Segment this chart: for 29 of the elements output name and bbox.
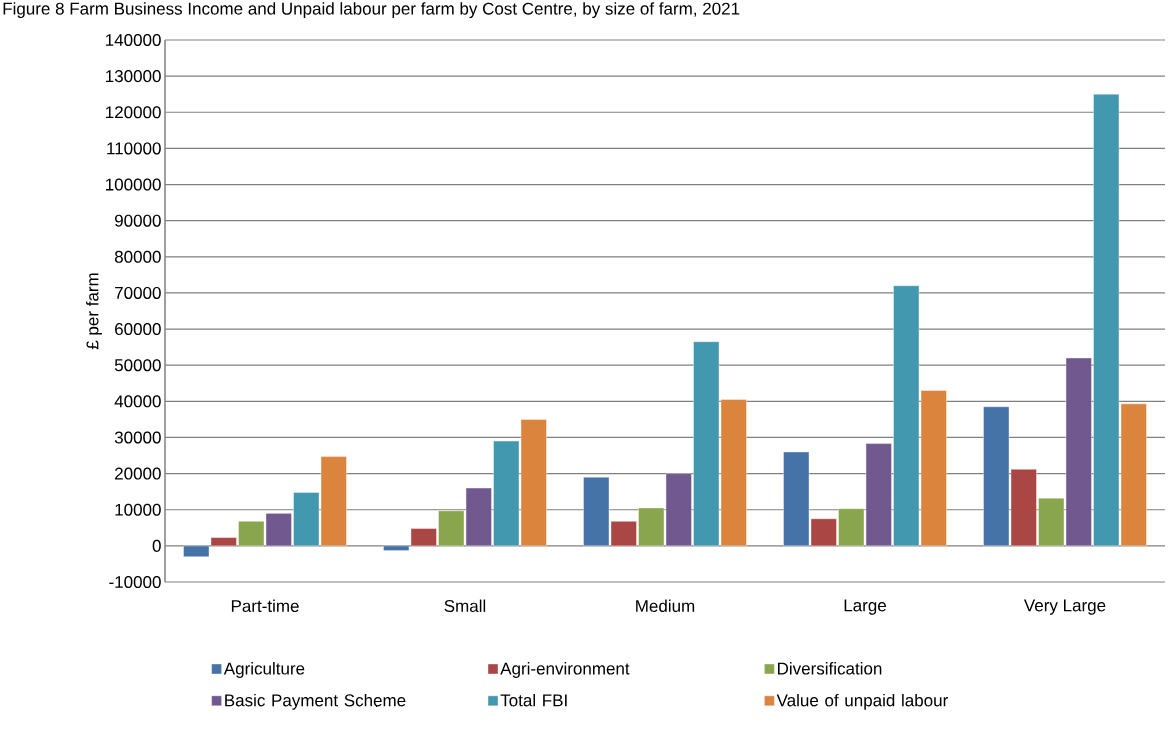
y-axis-title: £ per farm bbox=[86, 273, 102, 350]
legend-label: Diversification bbox=[777, 662, 882, 675]
x-tick-label: Small bbox=[444, 599, 486, 613]
y-tick-label: 130000 bbox=[106, 70, 161, 83]
y-tick-label: 50000 bbox=[114, 359, 161, 372]
y-tick-label: 80000 bbox=[114, 250, 161, 263]
x-tick-label: Medium bbox=[636, 599, 695, 613]
x-tick-label: Very Large bbox=[1023, 599, 1106, 615]
y-tick-label: -10000 bbox=[109, 575, 161, 589]
y-tick-label: 0 bbox=[152, 539, 161, 552]
y-tick-label: 90000 bbox=[115, 214, 161, 227]
x-tick-label: Large bbox=[844, 599, 886, 615]
y-tick-label: 100000 bbox=[106, 178, 161, 191]
legend-label: Total FBI bbox=[500, 693, 567, 707]
y-tick-label: 60000 bbox=[115, 323, 161, 336]
y-tick-label: 40000 bbox=[114, 395, 161, 408]
y-tick-label: 110000 bbox=[107, 142, 161, 155]
y-tick-label: 20000 bbox=[115, 467, 161, 480]
legend-label: Basic Payment Scheme bbox=[225, 693, 406, 710]
legend-label: Agriculture bbox=[223, 662, 305, 678]
y-tick-label: 120000 bbox=[106, 106, 161, 119]
chart-title: Figure 8 Farm Business Income and Unpaid labour per farm by Cost Centre, by size of farm, 2021 bbox=[3, 2, 740, 19]
y-tick-label: 30000 bbox=[114, 431, 161, 444]
y-tick-label: 10000 bbox=[115, 503, 161, 516]
y-tick-label: 70000 bbox=[115, 286, 161, 299]
legend-label: Agri-environment bbox=[500, 662, 630, 678]
y-tick-label: 140000 bbox=[106, 33, 161, 47]
x-tick-label: Part-time bbox=[231, 599, 299, 613]
legend-label: Value of unpaid labour bbox=[776, 693, 948, 710]
